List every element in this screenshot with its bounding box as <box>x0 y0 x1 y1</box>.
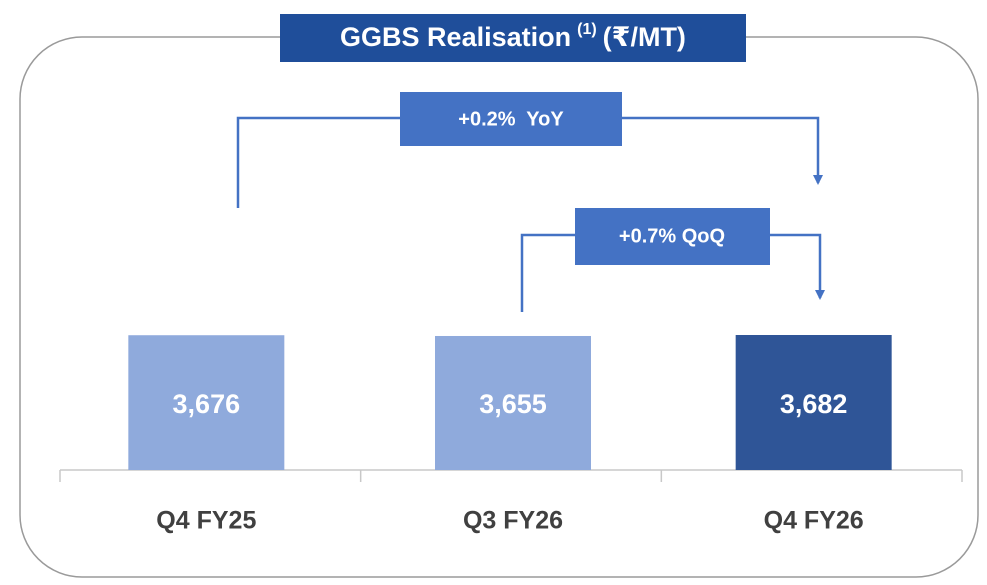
chart-title: GGBS Realisation (1) (₹/MT) <box>340 21 686 52</box>
x-tick-label: Q4 FY25 <box>156 507 256 535</box>
annotation-box <box>400 92 622 146</box>
value-label: 3,655 <box>479 389 547 419</box>
annotation: +0.2% YoY <box>458 108 564 130</box>
x-tick-label: Q4 FY26 <box>764 507 864 535</box>
bar <box>435 335 591 470</box>
value-label: 3,682 <box>780 389 848 419</box>
annotation: +0.7% QoQ <box>619 225 725 247</box>
title-unit: (₹/MT) <box>603 22 686 52</box>
title-text: GGBS Realisation <box>340 22 571 52</box>
title-box <box>280 14 746 62</box>
value-label: 3,676 <box>173 389 241 419</box>
x-tick-label: Q3 FY26 <box>463 507 563 535</box>
bar <box>128 335 285 470</box>
annotation-box <box>575 208 770 265</box>
bar <box>735 335 892 470</box>
title-note: (1) <box>577 21 597 38</box>
